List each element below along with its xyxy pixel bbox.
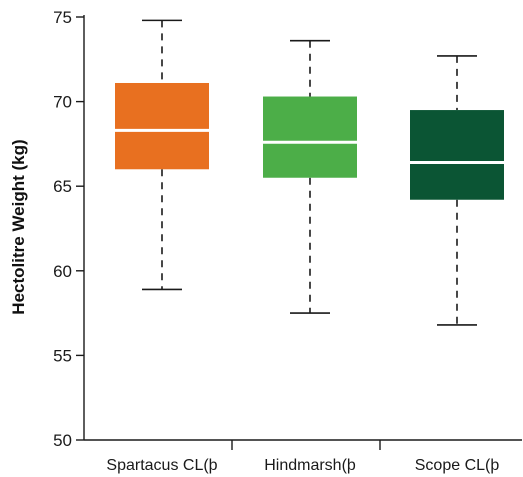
y-tick-label: 60 — [53, 262, 72, 281]
box-3: Scope CL(þ — [410, 55, 504, 474]
x-category-label: Spartacus CL(þ — [106, 457, 217, 474]
y-tick-label: 70 — [53, 93, 72, 112]
x-category-label: Scope CL(þ — [415, 457, 500, 474]
y-axis-label: Hectolitre Weight (kg) — [9, 139, 28, 314]
y-tick-label: 55 — [53, 346, 72, 365]
x-category-label: Hindmarsh(þ — [264, 457, 356, 474]
box-1: Spartacus CL(þ — [106, 19, 218, 474]
boxes: Spartacus CL(þ Hindmarsh(þ Scope CL(þ — [106, 19, 504, 474]
iqr-box — [115, 82, 209, 170]
y-tick-label: 65 — [53, 177, 72, 196]
y-tick-label: 75 — [53, 8, 72, 27]
box-2: Hindmarsh(þ — [263, 39, 357, 474]
iqr-box — [410, 110, 504, 200]
x-ticks — [231, 440, 381, 450]
axes — [83, 15, 522, 441]
iqr-box — [263, 96, 357, 178]
y-tick-label: 50 — [53, 431, 72, 450]
y-ticks: 50 55 60 65 70 75 — [53, 8, 84, 450]
